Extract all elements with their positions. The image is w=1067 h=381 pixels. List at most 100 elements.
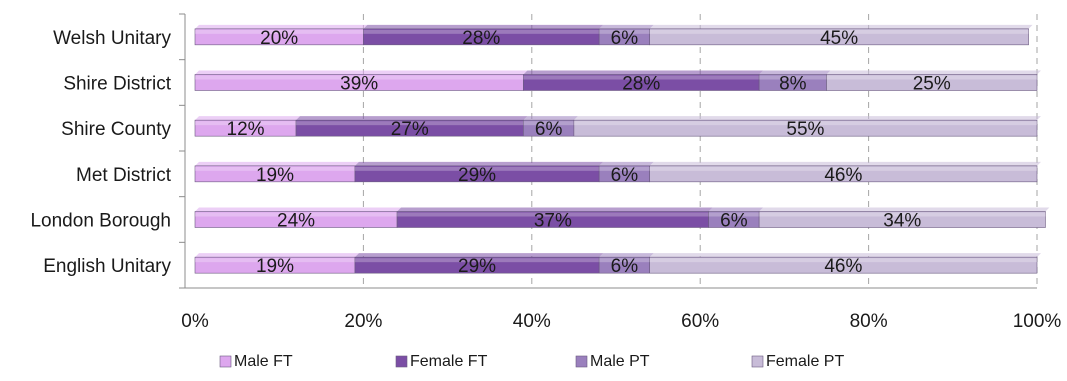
bar-shine-male-ft-welsh-unitary: [195, 29, 364, 34]
legend-swatch-female-ft: [395, 355, 408, 368]
bar-shine-female-ft-english-unitary: [354, 258, 600, 263]
bar-top-male-ft-met-district: [195, 161, 359, 166]
bar-top-female-pt-shire-district: [826, 70, 1041, 75]
data-label-female-pt-met-district: 46%: [824, 165, 862, 186]
bar-shine-female-ft-met-district: [354, 166, 600, 171]
bar-top-male-ft-welsh-unitary: [195, 24, 368, 29]
bars: 20% 28% 6% 45% 39% 28% 8% 25% 12% 27% 6% 55% 19% 29% 6…: [194, 24, 1050, 277]
bar-top-male-pt-welsh-unitary: [599, 24, 654, 29]
data-label-female-pt-shire-district: 25%: [913, 74, 951, 95]
data-label-female-ft-shire-district: 28%: [622, 74, 660, 95]
bar-top-female-pt-london-borough: [759, 207, 1050, 212]
data-label-female-pt-london-borough: 34%: [883, 211, 921, 232]
bar-top-female-ft-welsh-unitary: [363, 24, 604, 29]
data-label-male-ft-met-district: 19%: [256, 165, 294, 186]
data-label-female-ft-shire-county: 27%: [391, 119, 429, 140]
bar-shine-male-ft-london-borough: [195, 212, 398, 217]
bar-shine-male-ft-shire-county: [195, 121, 297, 126]
bar-shine-female-pt-london-borough: [759, 212, 1046, 217]
data-label-female-pt-shire-county: 55%: [786, 119, 824, 140]
bar-shine-male-pt-london-borough: [708, 212, 760, 217]
bar-top-female-pt-english-unitary: [649, 253, 1041, 258]
bar-shine-male-ft-met-district: [195, 166, 355, 171]
bar-top-female-pt-shire-county: [573, 116, 1041, 121]
bar-shine-male-pt-english-unitary: [599, 258, 650, 263]
x-tick-label-0: 0%: [181, 311, 209, 332]
bar-top-male-pt-met-district: [599, 161, 654, 166]
category-label-met-district: Met District: [76, 165, 172, 186]
data-label-male-pt-london-borough: 6%: [720, 211, 748, 232]
bar-shine-female-ft-london-borough: [397, 212, 709, 217]
bar-female-pt-met-district: [649, 165, 1038, 183]
legend: Male FT Female FT Male PT Female PT: [219, 353, 844, 370]
data-label-male-pt-english-unitary: 6%: [611, 256, 639, 277]
data-label-male-pt-welsh-unitary: 6%: [611, 28, 639, 49]
x-tick-label-80: 80%: [850, 311, 888, 332]
bar-shine-female-ft-shire-district: [523, 75, 760, 80]
category-label-london-borough: London Borough: [30, 211, 171, 232]
category-labels: Welsh Unitary Shire District Shire County M…: [30, 28, 171, 277]
bar-shine-male-ft-shire-district: [195, 75, 524, 80]
data-label-female-ft-met-district: 29%: [458, 165, 496, 186]
bar-shine-female-ft-welsh-unitary: [363, 29, 600, 34]
bar-female-pt-shire-county: [573, 119, 1038, 137]
legend-label-male-pt: Male PT: [590, 353, 650, 370]
bar-top-male-pt-english-unitary: [599, 253, 654, 258]
legend-swatch-male-pt: [575, 355, 588, 368]
legend-swatch-male-ft: [219, 355, 232, 368]
legend-label-female-ft: Female FT: [410, 353, 488, 370]
bar-female-pt-english-unitary: [649, 256, 1038, 274]
bar-top-female-ft-english-unitary: [354, 253, 604, 258]
bar-shine-male-pt-shire-district: [759, 75, 827, 80]
bar-shine-female-pt-shire-district: [826, 75, 1037, 80]
data-label-male-ft-shire-district: 39%: [340, 74, 378, 95]
bar-top-male-ft-shire-county: [195, 116, 301, 121]
gridlines: [362, 14, 1038, 288]
bar-shine-male-pt-met-district: [599, 166, 650, 171]
data-label-male-ft-london-borough: 24%: [277, 211, 315, 232]
bar-top-male-pt-london-borough: [708, 207, 764, 212]
bar-top-male-ft-shire-district: [195, 70, 528, 75]
x-tick-label-40: 40%: [513, 311, 551, 332]
data-label-female-pt-welsh-unitary: 45%: [820, 28, 858, 49]
bar-female-pt-shire-district: [826, 74, 1038, 91]
bar-shine-female-ft-shire-county: [296, 121, 524, 126]
bar-top-female-ft-london-borough: [397, 207, 713, 212]
legend-label-male-ft: Male FT: [234, 353, 293, 370]
legend-label-female-pt: Female PT: [766, 353, 844, 370]
category-label-english-unitary: English Unitary: [43, 256, 171, 277]
bar-female-pt-london-borough: [758, 211, 1046, 228]
x-tick-label-60: 60%: [681, 311, 719, 332]
bar-shine-female-pt-english-unitary: [649, 258, 1037, 263]
x-tick-label-20: 20%: [344, 311, 382, 332]
bar-shine-male-ft-english-unitary: [195, 258, 355, 263]
bar-top-female-ft-met-district: [354, 161, 604, 166]
bar-shine-female-pt-met-district: [649, 166, 1037, 171]
bar-shine-female-pt-shire-county: [573, 121, 1037, 126]
data-label-male-ft-english-unitary: 19%: [256, 256, 294, 277]
axes: [179, 13, 1037, 289]
bar-top-female-pt-welsh-unitary: [649, 24, 1033, 29]
data-label-male-pt-met-district: 6%: [611, 165, 639, 186]
data-label-female-ft-english-unitary: 29%: [458, 256, 496, 277]
bar-top-male-ft-english-unitary: [195, 253, 359, 258]
category-label-shire-district: Shire District: [63, 74, 171, 95]
x-tick-label-100: 100%: [1013, 311, 1062, 332]
bar-top-male-pt-shire-county: [523, 116, 578, 121]
x-tick-labels: 0% 20% 40% 60% 80% 100%: [181, 311, 1061, 332]
bar-shine-female-pt-welsh-unitary: [649, 29, 1029, 34]
data-label-male-pt-shire-district: 8%: [779, 74, 807, 95]
bar-top-female-ft-shire-district: [523, 70, 764, 75]
bar-top-female-pt-met-district: [649, 161, 1041, 166]
bar-female-pt-welsh-unitary: [649, 28, 1029, 46]
data-label-male-ft-shire-county: 12%: [227, 119, 265, 140]
data-label-female-ft-london-borough: 37%: [534, 211, 572, 232]
data-label-male-ft-welsh-unitary: 20%: [260, 28, 298, 49]
bar-shine-male-pt-welsh-unitary: [599, 29, 650, 34]
category-label-welsh-unitary: Welsh Unitary: [53, 28, 171, 49]
bar-top-male-ft-london-borough: [195, 207, 402, 212]
bar-top-male-pt-shire-district: [759, 70, 831, 75]
data-label-female-pt-english-unitary: 46%: [824, 256, 862, 277]
data-label-male-pt-shire-county: 6%: [535, 119, 563, 140]
